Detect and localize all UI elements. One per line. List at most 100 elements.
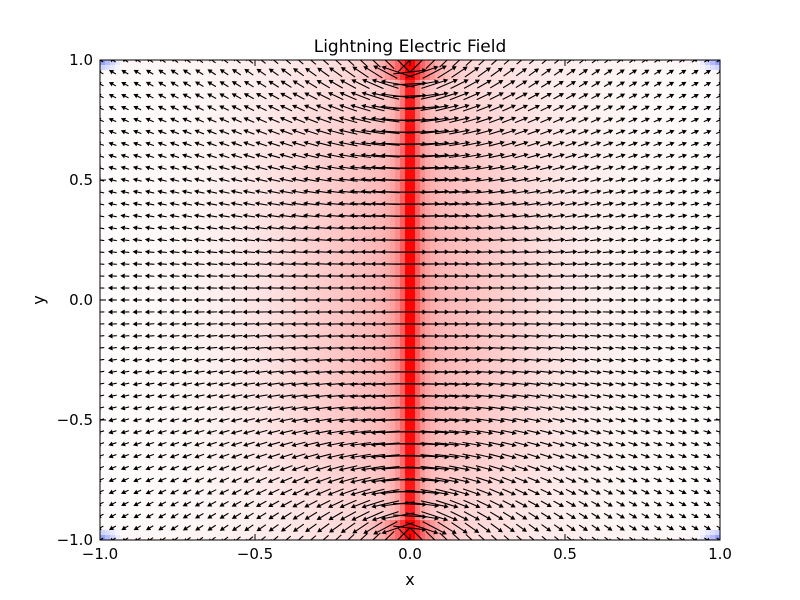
heatmap-cell — [450, 150, 455, 155]
heatmap-cell — [450, 205, 455, 210]
heatmap-cell — [710, 155, 715, 160]
heatmap-cell — [330, 220, 335, 225]
heatmap-cell — [225, 90, 230, 95]
heatmap-cell — [645, 75, 650, 80]
heatmap-cell — [100, 205, 105, 210]
heatmap-cell — [365, 245, 370, 250]
heatmap-cell — [155, 195, 160, 200]
heatmap-cell — [175, 155, 180, 160]
heatmap-cell — [550, 255, 555, 260]
heatmap-cell — [385, 250, 390, 255]
heatmap-cell — [395, 245, 400, 250]
heatmap-cell — [570, 85, 575, 90]
heatmap-cell — [555, 150, 560, 155]
heatmap-cell — [190, 115, 195, 120]
heatmap-cell — [600, 140, 605, 145]
heatmap-cell — [650, 130, 655, 135]
heatmap-cell — [430, 210, 435, 215]
heatmap-cell — [435, 170, 440, 175]
heatmap-cell — [440, 195, 445, 200]
heatmap-cell — [500, 205, 505, 210]
heatmap-cell — [600, 120, 605, 125]
heatmap-cell — [655, 100, 660, 105]
heatmap-cell — [595, 160, 600, 165]
heatmap-cell — [640, 170, 645, 175]
heatmap-cell — [415, 100, 420, 105]
heatmap-cell — [260, 160, 265, 165]
heatmap-cell — [640, 210, 645, 215]
heatmap-cell — [580, 145, 585, 150]
heatmap-cell — [270, 230, 275, 235]
heatmap-cell — [275, 220, 280, 225]
heatmap-cell — [130, 110, 135, 115]
heatmap-cell — [680, 220, 685, 225]
heatmap-cell — [325, 230, 330, 235]
heatmap-cell — [625, 205, 630, 210]
heatmap-cell — [615, 245, 620, 250]
heatmap-cell — [155, 75, 160, 80]
heatmap-cell — [195, 245, 200, 250]
heatmap-cell — [180, 65, 185, 70]
heatmap-cell — [270, 245, 275, 250]
heatmap-cell — [615, 220, 620, 225]
heatmap-cell — [470, 170, 475, 175]
heatmap-cell — [395, 195, 400, 200]
heatmap-cell — [515, 185, 520, 190]
heatmap-cell — [365, 170, 370, 175]
heatmap-cell — [130, 205, 135, 210]
heatmap-cell — [455, 160, 460, 165]
heatmap-cell — [530, 145, 535, 150]
heatmap-cell — [545, 110, 550, 115]
heatmap-cell — [390, 205, 395, 210]
heatmap-cell — [560, 135, 565, 140]
heatmap-cell — [625, 75, 630, 80]
heatmap-cell — [335, 170, 340, 175]
heatmap-cell — [185, 145, 190, 150]
heatmap-cell — [205, 245, 210, 250]
heatmap-cell — [635, 120, 640, 125]
heatmap-cell — [675, 90, 680, 95]
heatmap-cell — [695, 195, 700, 200]
heatmap-cell — [225, 185, 230, 190]
heatmap-cell — [655, 230, 660, 235]
heatmap-cell — [685, 230, 690, 235]
heatmap-cell — [375, 185, 380, 190]
heatmap-cell — [695, 220, 700, 225]
heatmap-cell — [365, 210, 370, 215]
heatmap-cell — [595, 245, 600, 250]
heatmap-cell — [435, 255, 440, 260]
heatmap-cell — [395, 125, 400, 130]
heatmap-cell — [205, 100, 210, 105]
heatmap-cell — [460, 245, 465, 250]
heatmap-cell — [230, 205, 235, 210]
heatmap-cell — [130, 255, 135, 260]
heatmap-cell — [210, 100, 215, 105]
heatmap-cell — [405, 135, 410, 140]
heatmap-cell — [175, 160, 180, 165]
heatmap-cell — [495, 125, 500, 130]
heatmap-cell — [695, 100, 700, 105]
heatmap-cell — [495, 180, 500, 185]
heatmap-cell — [670, 145, 675, 150]
heatmap-cell — [200, 65, 205, 70]
heatmap-cell — [170, 230, 175, 235]
heatmap-cell — [255, 60, 260, 65]
heatmap-cell — [710, 100, 715, 105]
heatmap-cell — [190, 130, 195, 135]
heatmap-cell — [320, 185, 325, 190]
heatmap-cell — [575, 185, 580, 190]
heatmap-cell — [535, 160, 540, 165]
heatmap-cell — [680, 255, 685, 260]
heatmap-cell — [285, 65, 290, 70]
heatmap-cell — [635, 220, 640, 225]
heatmap-cell — [640, 90, 645, 95]
heatmap-cell — [620, 245, 625, 250]
heatmap-cell — [245, 100, 250, 105]
heatmap-cell — [290, 85, 295, 90]
heatmap-cell — [310, 210, 315, 215]
heatmap-cell — [670, 135, 675, 140]
heatmap-cell — [135, 245, 140, 250]
heatmap-cell — [250, 135, 255, 140]
heatmap-cell — [175, 65, 180, 70]
heatmap-cell — [240, 85, 245, 90]
